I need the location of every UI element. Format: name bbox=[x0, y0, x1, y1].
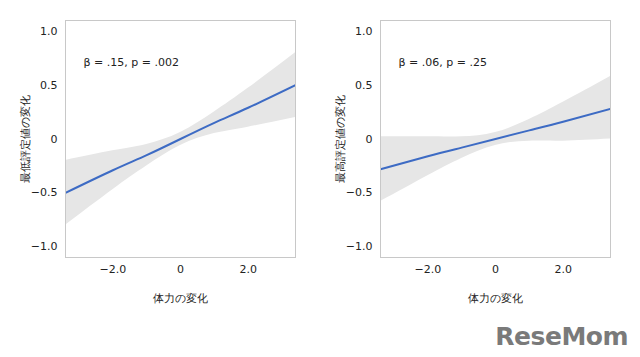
svg-text:−2.0: −2.0 bbox=[99, 263, 126, 276]
svg-text:−1.0: −1.0 bbox=[346, 240, 373, 253]
svg-text:−2.0: −2.0 bbox=[414, 263, 441, 276]
svg-text:最高評定値の変化: 最高評定値の変化 bbox=[334, 95, 347, 183]
svg-text:0.5: 0.5 bbox=[40, 79, 58, 92]
svg-text:β = .06, p = .25: β = .06, p = .25 bbox=[399, 56, 487, 69]
svg-text:β = .15, p = .002: β = .15, p = .002 bbox=[84, 56, 179, 69]
svg-text:0: 0 bbox=[492, 263, 499, 276]
svg-text:0: 0 bbox=[366, 133, 373, 146]
svg-text:体力の変化: 体力の変化 bbox=[468, 292, 523, 305]
svg-text:0: 0 bbox=[51, 133, 58, 146]
svg-text:2.0: 2.0 bbox=[239, 263, 257, 276]
html-text:ReseMom: ReseMom bbox=[495, 322, 628, 351]
svg-text:1.0: 1.0 bbox=[40, 25, 58, 38]
svg-text:最低評定値の変化: 最低評定値の変化 bbox=[19, 95, 32, 183]
svg-text:2.0: 2.0 bbox=[554, 263, 572, 276]
svg-text:0: 0 bbox=[177, 263, 184, 276]
svg-text:体力の変化: 体力の変化 bbox=[153, 292, 208, 305]
svg-text:−1.0: −1.0 bbox=[31, 240, 58, 253]
svg-text:0.5: 0.5 bbox=[355, 79, 373, 92]
svg-text:1.0: 1.0 bbox=[355, 25, 373, 38]
svg-text:−0.5: −0.5 bbox=[346, 186, 373, 199]
svg-text:−0.5: −0.5 bbox=[31, 186, 58, 199]
